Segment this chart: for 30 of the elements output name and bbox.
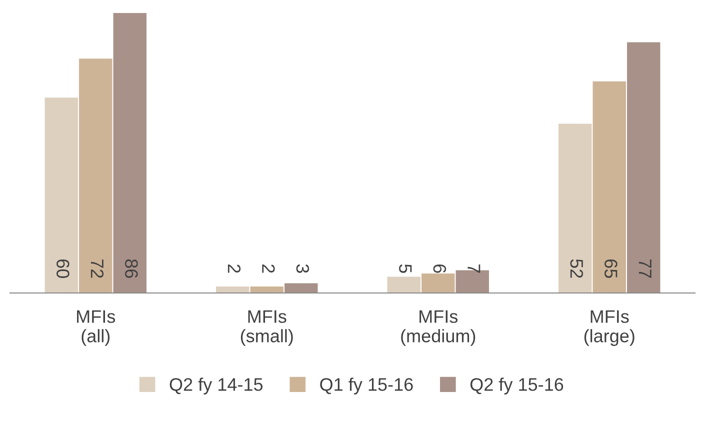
- bar: [627, 42, 660, 293]
- data-label: 86: [125, 259, 138, 278]
- bar: [558, 124, 592, 293]
- bar: [387, 276, 420, 293]
- legend-label: Q1 fy 15-16: [320, 378, 413, 394]
- legend-label: Q2 fy 14-15: [170, 378, 263, 394]
- bar: [592, 81, 626, 293]
- x-tick-label: MFIs (all): [77, 310, 116, 346]
- data-label: 5: [399, 264, 412, 273]
- bar: [113, 13, 146, 293]
- x-tick-label: MFIs (medium): [401, 310, 476, 346]
- x-tick-label: MFIs (small): [240, 310, 293, 346]
- data-label: 3: [296, 264, 310, 273]
- data-label: 72: [90, 260, 104, 278]
- bar: [250, 286, 284, 293]
- bar: [216, 286, 250, 293]
- bar: [44, 98, 78, 293]
- data-label: 65: [604, 260, 618, 278]
- data-label: 2: [262, 264, 275, 273]
- data-label: 6: [433, 264, 446, 273]
- data-label: 52: [570, 259, 584, 278]
- bar: [422, 273, 455, 293]
- data-label: 2: [228, 264, 241, 273]
- bar: [284, 283, 318, 293]
- data-label: 60: [56, 260, 70, 278]
- data-label: 7: [468, 264, 480, 273]
- x-tick-label: MFIs (large): [584, 310, 634, 346]
- legend-label: Q2 fy 15-16: [470, 378, 564, 394]
- bar: [79, 58, 112, 293]
- data-label: 77: [638, 260, 652, 278]
